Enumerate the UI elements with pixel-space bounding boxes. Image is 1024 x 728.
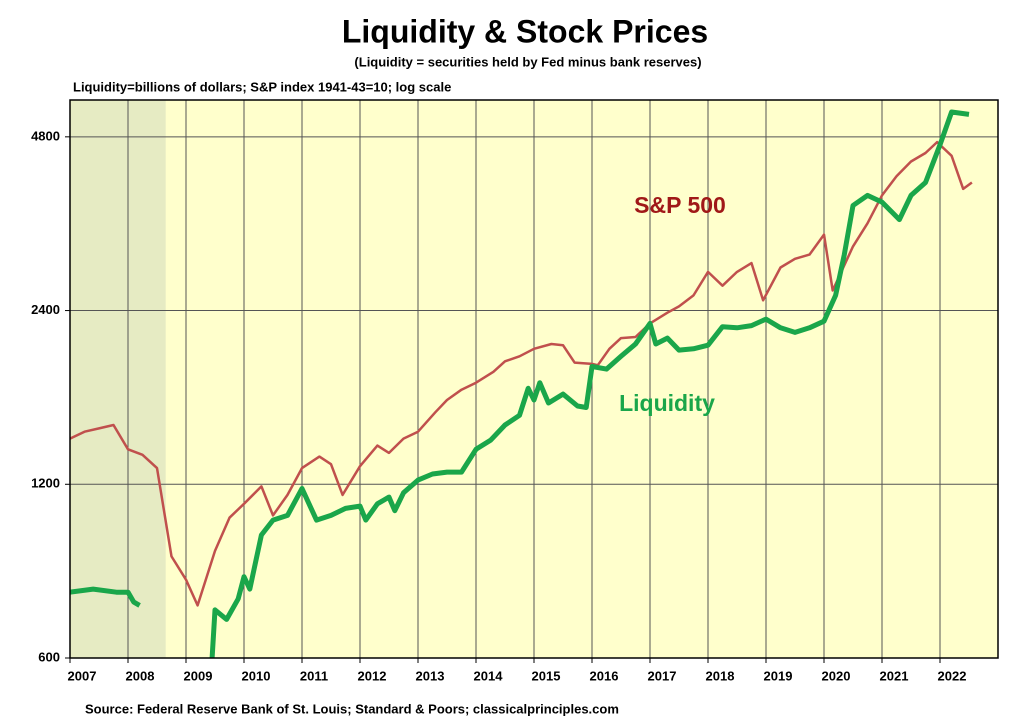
y-tick-label: 2400 bbox=[31, 302, 60, 317]
x-tick-label: 2017 bbox=[648, 668, 677, 683]
y-tick-label: 600 bbox=[38, 649, 60, 664]
x-tick-label: 2007 bbox=[68, 668, 97, 683]
chart-note: Liquidity=billions of dollars; S&P index… bbox=[73, 79, 451, 94]
series-line bbox=[70, 140, 973, 607]
chart-subtitle: (Liquidity = securities held by Fed minu… bbox=[354, 54, 701, 69]
x-tick-label: 2014 bbox=[474, 668, 504, 683]
x-tick-label: 2013 bbox=[416, 668, 445, 683]
shaded-region bbox=[70, 100, 166, 658]
y-tick-label: 1200 bbox=[31, 476, 60, 491]
x-tick-label: 2008 bbox=[126, 668, 155, 683]
series-label: Liquidity bbox=[619, 390, 715, 416]
x-tick-label: 2011 bbox=[300, 668, 328, 683]
series-label: S&P 500 bbox=[634, 192, 726, 218]
plot-frame bbox=[69, 99, 999, 659]
x-tick-label: 2018 bbox=[706, 668, 735, 683]
x-tick-label: 2015 bbox=[532, 668, 561, 683]
chart-source: Source: Federal Reserve Bank of St. Loui… bbox=[85, 701, 619, 716]
chart-title: Liquidity & Stock Prices bbox=[342, 13, 708, 49]
y-tick-label: 4800 bbox=[31, 128, 60, 143]
x-tick-label: 2022 bbox=[938, 668, 967, 683]
x-tick-label: 2010 bbox=[242, 668, 271, 683]
x-tick-label: 2009 bbox=[184, 668, 213, 683]
x-tick-label: 2020 bbox=[822, 668, 851, 683]
x-tick-label: 2019 bbox=[764, 668, 793, 683]
x-tick-label: 2012 bbox=[358, 668, 387, 683]
series-line bbox=[70, 109, 970, 658]
x-tick-label: 2016 bbox=[590, 668, 619, 683]
x-tick-label: 2021 bbox=[880, 668, 909, 683]
